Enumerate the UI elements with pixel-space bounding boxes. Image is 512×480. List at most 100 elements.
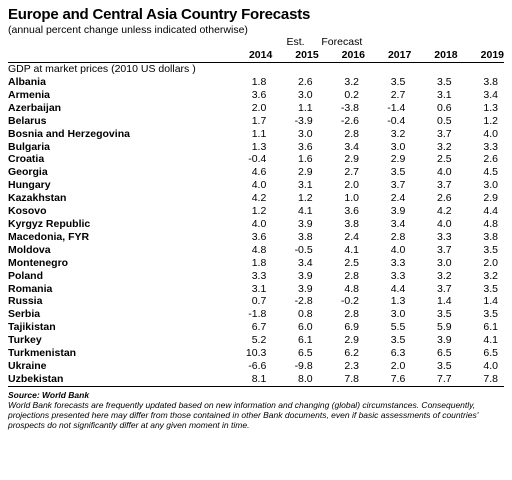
value-cell: 3.7: [390, 179, 406, 192]
value-cell: 3.6: [251, 88, 267, 101]
value-cell: 2.9: [390, 153, 406, 166]
est-label: Est.: [286, 36, 305, 48]
value-cell: 4.0: [437, 166, 452, 179]
value-cell: 3.5: [390, 76, 406, 88]
country-name: Georgia: [8, 166, 48, 179]
value-cell: 3.5: [483, 308, 498, 321]
table-row: Ukraine -6.6 -9.8 2.3 2.0 3.5 4.0: [8, 360, 504, 373]
value-cell: 5.2: [251, 334, 267, 347]
forecast-table: Est. Forecast 2014 2015 2016 2017 2018 2…: [8, 36, 504, 387]
value-cell: 1.1: [298, 101, 313, 114]
table-row: Armenia 3.6 3.0 0.2 2.7 3.1 3.4: [8, 89, 504, 102]
value-cell: -1.4: [387, 101, 406, 114]
table-row: Moldova 4.8 -0.5 4.1 4.0 3.7 3.5: [8, 244, 504, 257]
value-cell: 3.9: [437, 334, 452, 347]
table-row: Azerbaijan 2.0 1.1 -3.8 -1.4 0.6 1.3: [8, 102, 504, 115]
value-cell: 3.1: [251, 282, 267, 295]
value-cell: 1.8: [251, 256, 267, 269]
value-cell: -3.8: [340, 101, 359, 114]
value-cell: 3.3: [251, 269, 267, 282]
value-cell: 6.5: [437, 347, 452, 360]
value-cell: -2.6: [340, 114, 359, 127]
table-row: Kyrgyz Republic 4.0 3.9 3.8 3.4 4.0 4.8: [8, 218, 504, 231]
value-cell: 3.4: [344, 140, 359, 153]
value-cell: -0.5: [294, 243, 313, 256]
value-cell: 4.2: [437, 205, 452, 218]
value-cell: 4.0: [390, 243, 406, 256]
value-cell: 4.0: [251, 217, 267, 230]
value-cell: 3.5: [437, 359, 452, 372]
value-cell: 6.7: [251, 321, 267, 334]
value-cell: 1.7: [251, 114, 267, 127]
value-cell: 1.6: [298, 153, 313, 166]
value-cell: 0.6: [437, 101, 452, 114]
value-cell: 3.8: [298, 230, 313, 243]
value-cell: 5.9: [437, 321, 452, 334]
value-cell: 2.6: [437, 192, 452, 205]
value-cell: 6.3: [390, 347, 406, 360]
value-cell: 4.0: [437, 217, 452, 230]
country-name: Bulgaria: [8, 140, 51, 153]
country-name: Moldova: [8, 243, 51, 256]
table-row: Bosnia and Herzegovina 1.1 3.0 2.8 3.2 3.7 4.0: [8, 128, 504, 141]
value-cell: 3.1: [437, 88, 452, 101]
value-cell: 6.1: [298, 334, 313, 347]
value-cell: 4.8: [483, 217, 498, 230]
section-label: GDP at market prices (2010 US dollars ): [8, 63, 196, 75]
value-cell: 3.5: [483, 243, 498, 256]
year-header: 2014: [226, 49, 273, 63]
value-cell: 1.4: [483, 295, 498, 308]
value-cell: 1.3: [251, 140, 267, 153]
value-cell: 3.9: [390, 205, 406, 218]
value-cell: -2.8: [294, 295, 313, 308]
value-cell: 4.8: [344, 282, 359, 295]
value-cell: 1.2: [483, 114, 498, 127]
value-cell: 7.8: [457, 372, 504, 387]
value-cell: 3.6: [251, 230, 267, 243]
value-cell: -0.2: [340, 295, 359, 308]
page-title: Europe and Central Asia Country Forecast…: [8, 6, 311, 23]
value-cell: 2.9: [298, 166, 313, 179]
value-cell: 8.1: [226, 372, 273, 387]
value-cell: 3.5: [390, 334, 406, 347]
country-name: Montenegro: [8, 256, 69, 269]
value-cell: 3.0: [298, 127, 313, 140]
value-cell: 2.8: [344, 127, 359, 140]
value-cell: 4.0: [483, 359, 498, 372]
value-cell: 3.9: [298, 217, 313, 230]
table-row: Belarus 1.7 -3.9 -2.6 -0.4 0.5 1.2: [8, 115, 504, 128]
value-cell: 4.5: [483, 166, 498, 179]
table-row: Tajikistan 6.7 6.0 6.9 5.5 5.9 6.1: [8, 321, 504, 334]
value-cell: 2.4: [344, 230, 359, 243]
year-header: 2018: [411, 49, 458, 63]
country-name: Ukraine: [8, 359, 47, 372]
year-header: 2017: [364, 49, 412, 63]
value-cell: 4.4: [483, 205, 498, 218]
country-name: Croatia: [8, 153, 45, 166]
value-cell: 1.2: [298, 192, 313, 205]
value-cell: 2.4: [390, 192, 406, 205]
value-cell: 2.7: [390, 88, 406, 101]
value-cell: -1.8: [248, 308, 267, 321]
year-header: 2015: [272, 49, 319, 63]
value-cell: 3.7: [437, 282, 452, 295]
country-name: Turkmenistan: [8, 347, 77, 360]
value-cell: 2.3: [344, 359, 359, 372]
country-name: Poland: [8, 269, 44, 282]
value-cell: 6.9: [344, 321, 359, 334]
value-cell: 3.0: [298, 88, 313, 101]
value-cell: 3.2: [483, 269, 498, 282]
country-name: Kazakhstan: [8, 192, 67, 205]
value-cell: 4.0: [483, 127, 498, 140]
value-cell: 2.6: [298, 76, 313, 88]
value-cell: 3.5: [390, 166, 406, 179]
value-cell: 3.4: [298, 256, 313, 269]
table-row: Turkmenistan 10.3 6.5 6.2 6.3 6.5 6.5: [8, 347, 504, 360]
country-name: Romania: [8, 282, 53, 295]
value-cell: 4.1: [483, 334, 498, 347]
table-row: Uzbekistan 8.1 8.0 7.8 7.6 7.7 7.8: [8, 372, 504, 387]
value-cell: 3.1: [298, 179, 313, 192]
value-cell: 2.8: [390, 230, 406, 243]
table-row: Albania 1.8 2.6 3.2 3.5 3.5 3.8: [8, 76, 504, 89]
